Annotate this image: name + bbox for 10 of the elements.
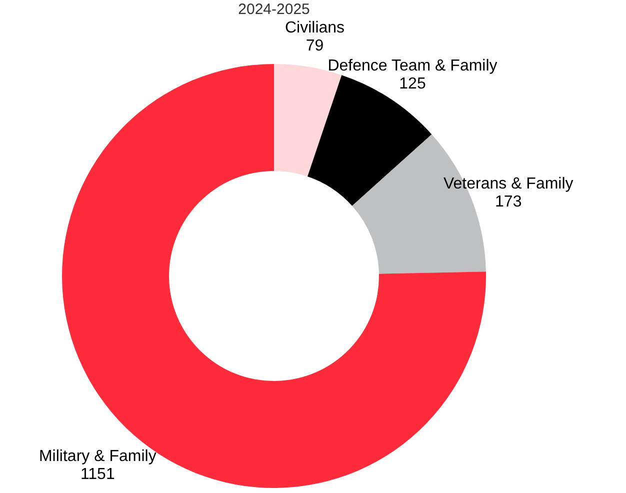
slice-label: Civilians xyxy=(284,19,345,36)
slice-label: Defence Team & Family xyxy=(328,57,498,74)
donut-slice xyxy=(308,75,432,206)
slice-label: Veterans & Family xyxy=(443,175,574,192)
data-label: 125 xyxy=(399,75,426,92)
chart-title: 2024-2025 xyxy=(238,1,310,18)
data-label: 1151 xyxy=(80,466,115,484)
slice-label: Military & Family xyxy=(38,448,156,466)
data-label: 79 xyxy=(306,37,324,54)
data-label: 173 xyxy=(495,193,522,210)
